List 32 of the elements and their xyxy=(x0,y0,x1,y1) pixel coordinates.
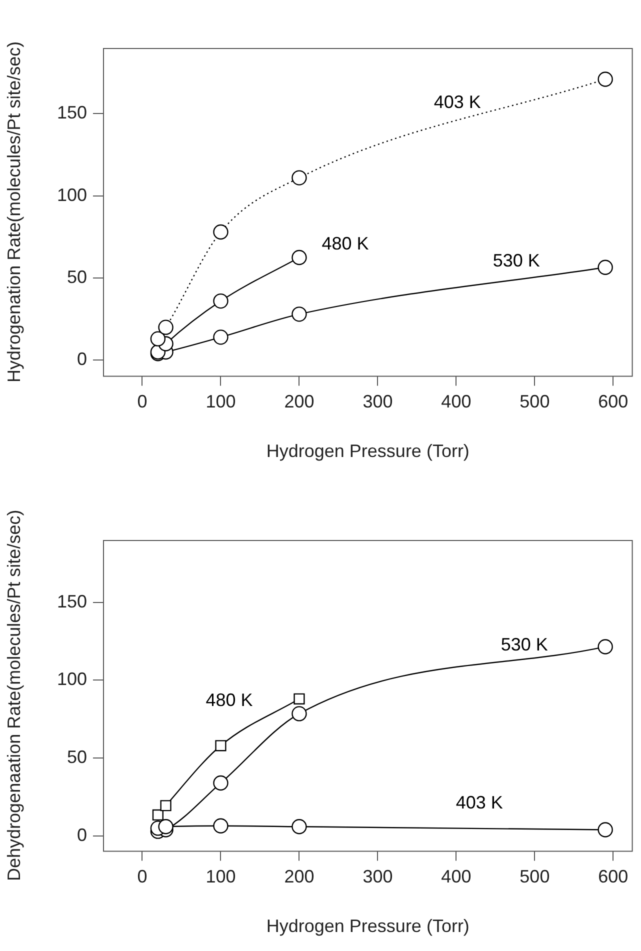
series-label: 480 K xyxy=(322,233,369,254)
y-tick-label: 50 xyxy=(66,747,87,768)
y-axis-title: Dehydrogenaation Rate(molecules/Pt site/sec) xyxy=(4,510,24,881)
y-tick-label: 0 xyxy=(76,824,87,845)
x-tick-label: 400 xyxy=(441,866,472,887)
y-tick-label: 100 xyxy=(56,184,87,205)
x-tick-label: 600 xyxy=(598,392,628,412)
y-axis-title: Hydrogenation Rate(molecules/Pt site/sec) xyxy=(4,41,24,382)
x-tick-label: 200 xyxy=(284,866,314,887)
series-label: 530 K xyxy=(500,634,548,655)
y-tick-label: 150 xyxy=(56,591,87,612)
x-tick-label: 600 xyxy=(598,866,628,887)
y-tick-label: 50 xyxy=(66,267,87,288)
y-tick-label: 100 xyxy=(56,669,87,690)
x-tick-label: 100 xyxy=(206,392,236,412)
x-tick-label: 400 xyxy=(441,392,472,412)
x-tick-label: 500 xyxy=(520,392,550,412)
y-tick-label: 0 xyxy=(76,349,87,370)
x-axis-title: Hydrogen Pressure (Torr) xyxy=(266,441,470,462)
x-tick-label: 300 xyxy=(362,392,393,412)
series-label: 403 K xyxy=(456,792,503,813)
x-tick-label: 500 xyxy=(520,866,550,887)
series-label: 480 K xyxy=(206,690,253,710)
series-label: 530 K xyxy=(492,250,540,270)
x-tick-label: 100 xyxy=(206,866,236,887)
x-axis-title: Hydrogen Pressure (Torr) xyxy=(266,916,470,936)
y-tick-label: 150 xyxy=(56,102,87,123)
x-tick-label: 300 xyxy=(362,866,393,887)
x-tick-label: 0 xyxy=(137,866,148,887)
x-tick-label: 0 xyxy=(137,392,148,412)
x-tick-label: 200 xyxy=(284,392,314,412)
series-label: 403 K xyxy=(434,92,481,112)
